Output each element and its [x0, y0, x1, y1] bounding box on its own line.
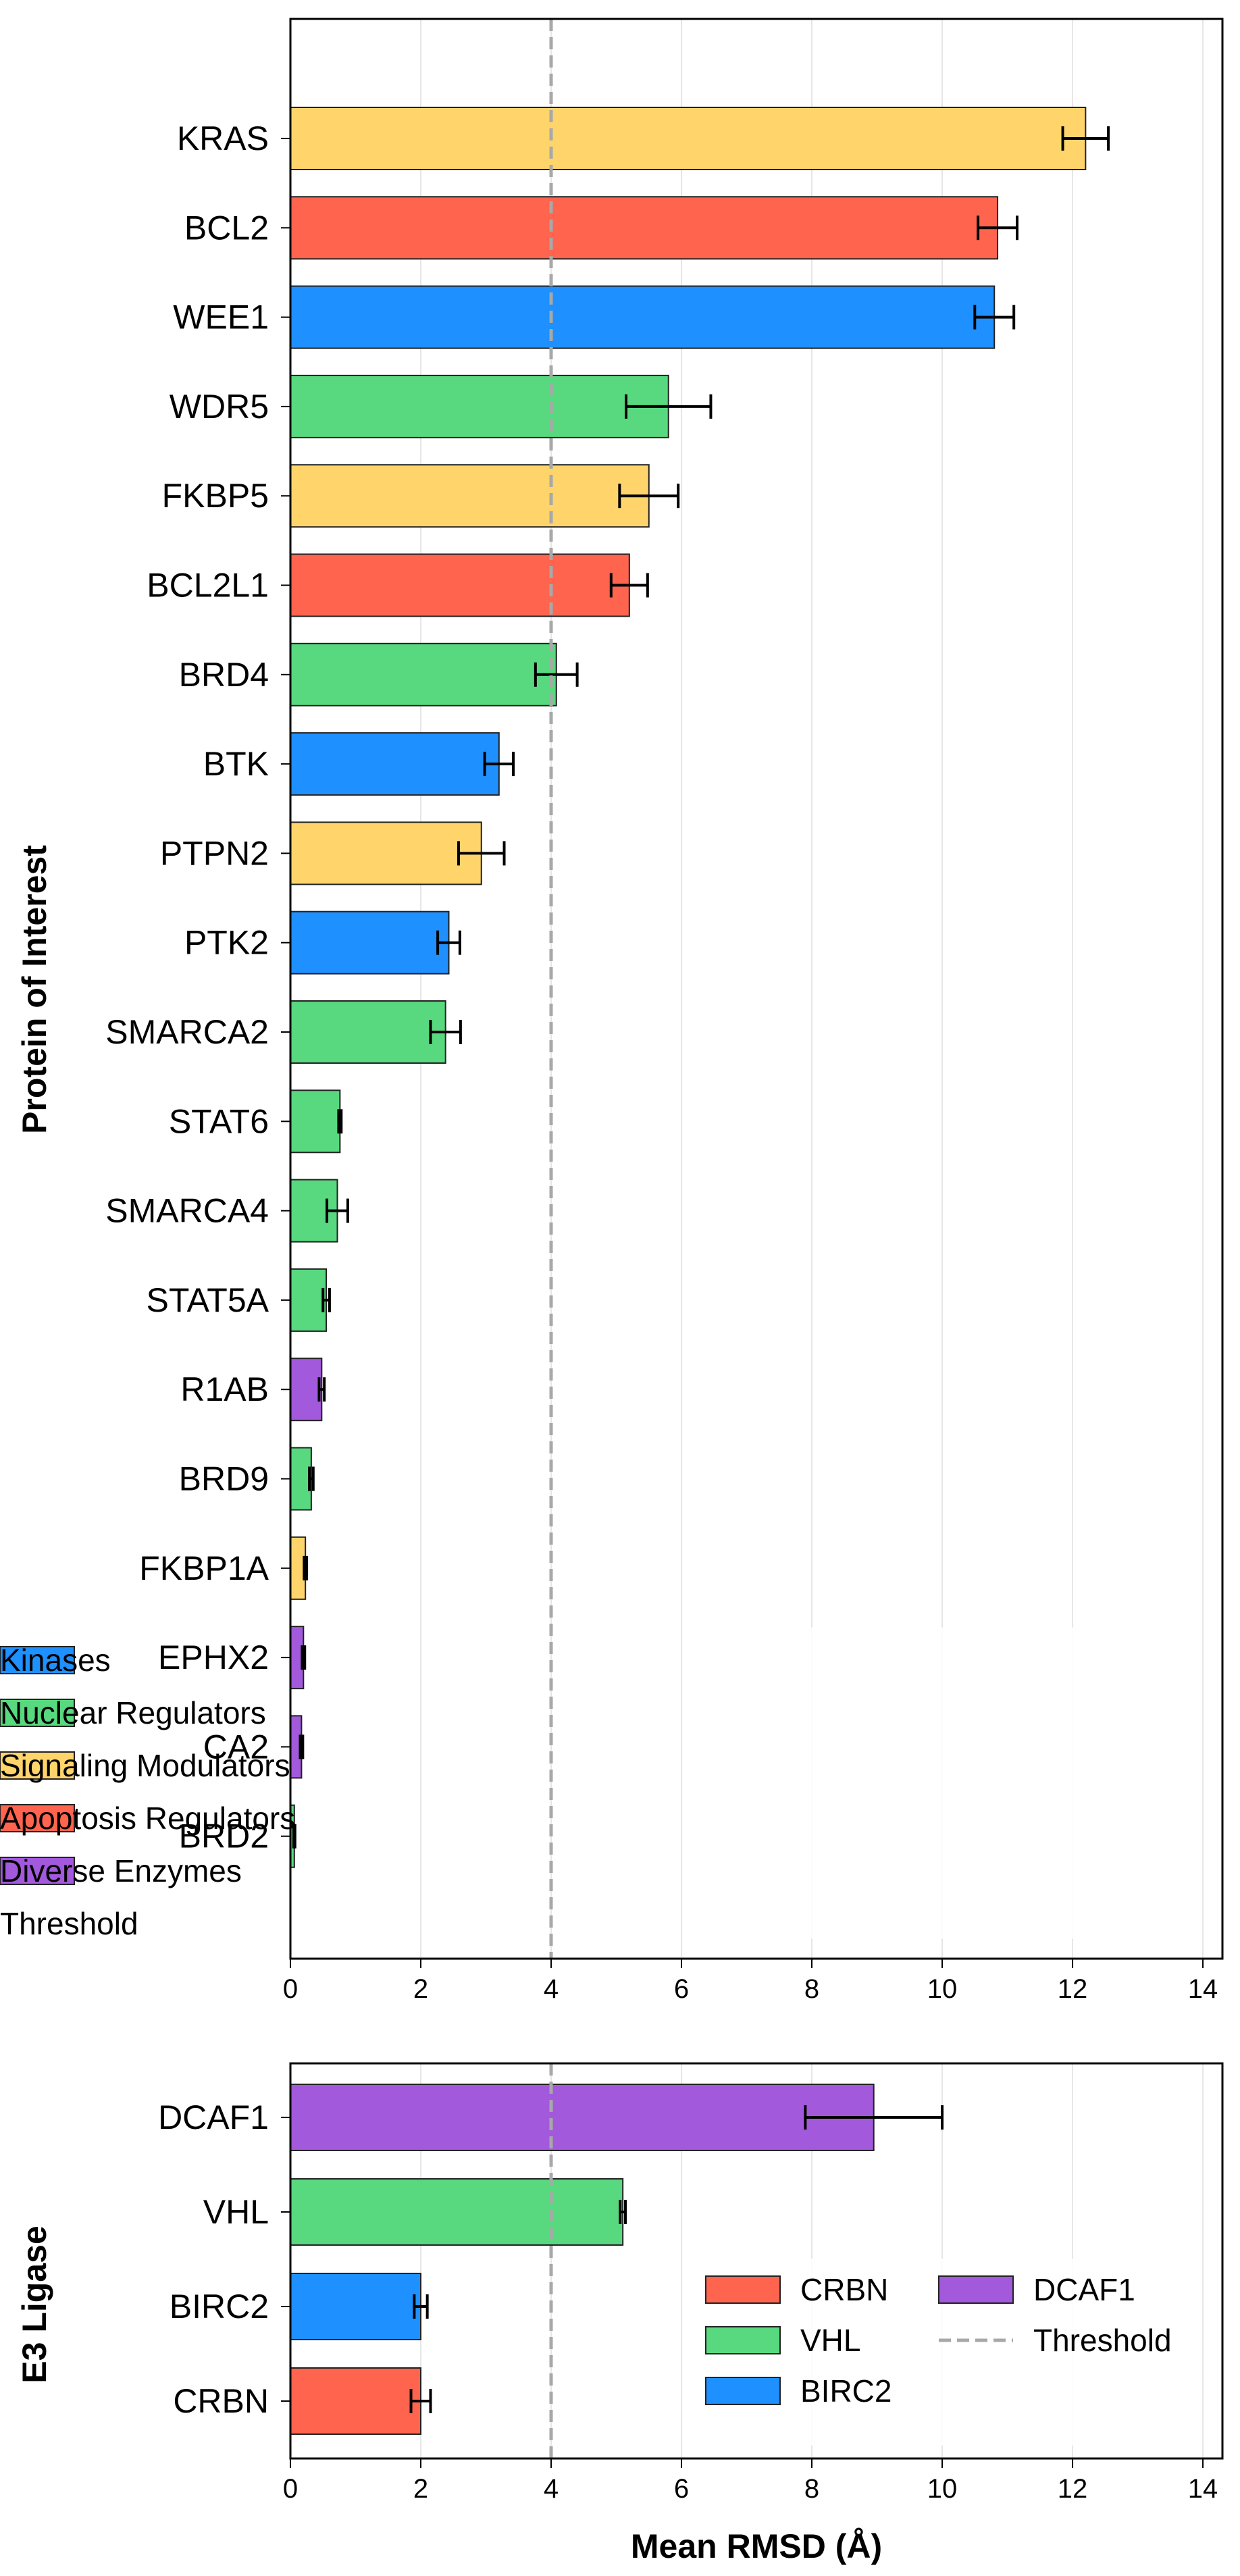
- poi-category-label: PTPN2: [160, 834, 269, 872]
- poi-bar-btk: [290, 732, 500, 796]
- poi-legend-label: Signaling Modulators: [0, 1748, 290, 1783]
- e3-xtick-label: 4: [544, 2474, 559, 2504]
- poi-xtick-label: 2: [413, 1974, 428, 2004]
- poi-xtick-label: 6: [674, 1974, 689, 2004]
- poi-category-label: BTK: [203, 745, 269, 783]
- poi-xtick-label: 0: [283, 1974, 298, 2004]
- poi-legend-swatch-signaling-modulators: [0, 1751, 75, 1780]
- e3-legend-label: VHL: [800, 2323, 860, 2358]
- poi-category-label: BRD2: [179, 1818, 269, 1855]
- e3-legend-swatch-dcaf1: [938, 2275, 1014, 2304]
- poi-legend-swatch-nuclear-regulators: [0, 1699, 75, 1727]
- poi-legend-label: Diverse Enzymes: [0, 1853, 242, 1888]
- poi-bar-stat5a: [290, 1268, 328, 1332]
- poi-legend-label: Nuclear Regulators: [0, 1695, 266, 1730]
- poi-legend-swatch-diverse-enzymes: [0, 1857, 75, 1885]
- poi-bar-wee1: [290, 285, 996, 349]
- poi-xtick-label: 10: [927, 1974, 958, 2004]
- e3-legend-swatch-crbn: [705, 2275, 781, 2304]
- poi-bar-bcl2l1: [290, 553, 630, 617]
- poi-category-label: BRD9: [179, 1460, 269, 1498]
- e3-xtick-label: 2: [413, 2474, 428, 2504]
- poi-bar-stat6: [290, 1089, 341, 1154]
- poi-xtick-label: 8: [804, 1974, 819, 2004]
- e3-legend-swatch-birc2: [705, 2377, 781, 2405]
- poi-category-label: KRAS: [177, 120, 269, 157]
- e3-xtick-label: 14: [1188, 2474, 1218, 2504]
- e3-axes-frame: [289, 2062, 1224, 2460]
- poi-category-label: SMARCA2: [105, 1013, 269, 1051]
- e3-legend-label: DCAF1: [1033, 2272, 1135, 2307]
- poi-category-label: PTK2: [184, 924, 269, 962]
- e3-category-label: CRBN: [173, 2382, 269, 2420]
- poi-legend-box: [748, 1627, 1159, 1939]
- e3-category-label: DCAF1: [158, 2098, 269, 2136]
- e3-bar-crbn: [290, 2367, 422, 2435]
- poi-category-label: BCL2L1: [147, 567, 269, 604]
- poi-legend-label: Apoptosis Regulators: [0, 1801, 295, 1836]
- poi-bar-fkbp5: [290, 464, 650, 528]
- poi-category-label: WDR5: [170, 388, 269, 426]
- e3-legend-label: CRBN: [800, 2272, 888, 2307]
- poi-bar-kras: [290, 107, 1087, 170]
- poi-bar-r1ab: [290, 1358, 323, 1422]
- e3-xtick-label: 12: [1058, 2474, 1088, 2504]
- poi-bar-bcl2: [290, 196, 999, 260]
- poi-category-label: EPHX2: [158, 1639, 269, 1676]
- e3-panel: E3 Ligase Mean RMSD (Å) DCAF1 VHL BIRC2 CRB…: [16, 2062, 1224, 2565]
- e3-category-label: BIRC2: [170, 2288, 269, 2325]
- e3-bar-dcaf1: [290, 2084, 875, 2151]
- e3-bar-birc2: [290, 2273, 422, 2340]
- e3-xtick-label: 8: [804, 2474, 819, 2504]
- poi-legend-label: Kinases: [0, 1643, 111, 1678]
- poi-category-label: SMARCA4: [105, 1192, 269, 1230]
- poi-category-label: WEE1: [173, 299, 269, 336]
- e3-legend-label: Threshold: [1033, 2323, 1172, 2358]
- poi-category-label: FKBP1A: [139, 1549, 269, 1587]
- poi-category-label: CA2: [203, 1728, 269, 1766]
- poi-bar-wdr5: [290, 374, 669, 438]
- e3-legend-label: BIRC2: [800, 2373, 892, 2408]
- poi-category-label: R1AB: [180, 1370, 269, 1408]
- poi-xtick-label: 4: [544, 1974, 559, 2004]
- e3-bar-vhl: [290, 2178, 624, 2246]
- poi-category-label: STAT5A: [146, 1281, 269, 1319]
- poi-legend-swatch-apoptosis-regulators: [0, 1804, 75, 1832]
- poi-legend-swatch-kinases: [0, 1646, 75, 1674]
- e3-xtick-label: 0: [283, 2474, 298, 2504]
- e3-category-label: VHL: [203, 2193, 269, 2231]
- poi-legend-label: Threshold: [0, 1906, 138, 1941]
- poi-ylabel: Protein of Interest: [16, 845, 53, 1134]
- e3-legend-swatch-vhl: [705, 2326, 781, 2354]
- poi-xtick-label: 14: [1188, 1974, 1218, 2004]
- poi-xtick-label: 12: [1058, 1974, 1088, 2004]
- poi-panel: Protein of Interest KRAS BCL2 WEE1 WDR5 FKBP…: [0, 18, 1224, 2004]
- poi-category-label: BCL2: [184, 209, 269, 247]
- e3-ylabel: E3 Ligase: [16, 2225, 53, 2383]
- e3-legend-box: [688, 2259, 1186, 2446]
- poi-bar-smarca2: [290, 1000, 446, 1064]
- poi-category-label: FKBP5: [162, 477, 269, 515]
- e3-xtick-label: 10: [927, 2474, 958, 2504]
- poi-category-label: STAT6: [169, 1102, 269, 1140]
- poi-axes-frame: [289, 18, 1224, 1960]
- poi-bar-ptk2: [290, 910, 450, 975]
- x-axis-title: Mean RMSD (Å): [631, 2527, 882, 2565]
- poi-bar-ptpn2: [290, 821, 482, 885]
- poi-category-label: BRD4: [179, 656, 269, 694]
- e3-xtick-label: 6: [674, 2474, 689, 2504]
- poi-bar-brd4: [290, 642, 557, 706]
